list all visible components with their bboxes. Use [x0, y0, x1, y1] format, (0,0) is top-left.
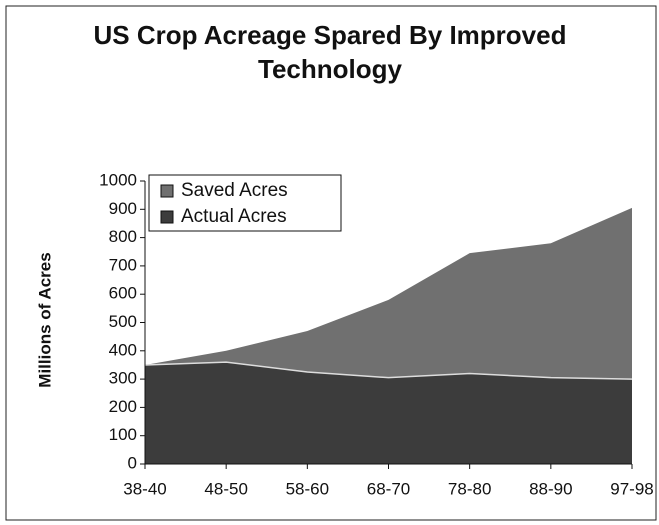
frame [5, 5, 657, 521]
legend-swatch [160, 210, 174, 224]
y-tick-label: 800 [109, 227, 137, 246]
x-tick-label: 38-40 [123, 479, 166, 498]
x-tick-label: 68-70 [367, 479, 410, 498]
y-axis-label: Millions of Acres [35, 252, 54, 387]
y-tick-label: 700 [109, 255, 137, 274]
y-tick-label: 500 [109, 312, 137, 331]
x-tick-label: 58-60 [286, 479, 329, 498]
x-tick-label: 78-80 [448, 479, 491, 498]
y-tick-label: 0 [128, 453, 137, 472]
legend-swatch [160, 184, 174, 198]
chart-title: US Crop Acreage Spared By Improved Techn… [93, 20, 567, 84]
y-tick-label: 200 [109, 397, 137, 416]
area [145, 362, 632, 464]
y-tick-label: 100 [109, 425, 137, 444]
area [145, 207, 632, 380]
y-tick-label: 1000 [99, 170, 137, 189]
x-tick-label: 97-98 [610, 479, 653, 498]
boundary-line [144, 361, 633, 380]
legend-label: Actual Acres [181, 206, 287, 227]
y-tick-label: 400 [109, 340, 137, 359]
y-tick-label: 900 [109, 199, 137, 218]
y-tick-label: 600 [109, 284, 137, 303]
x-tick-label: 48-50 [204, 479, 247, 498]
y-tick-label: 300 [109, 369, 137, 388]
x-tick-label: 88-90 [529, 479, 572, 498]
legend-box [148, 174, 342, 232]
legend-label: Saved Acres [181, 180, 288, 201]
